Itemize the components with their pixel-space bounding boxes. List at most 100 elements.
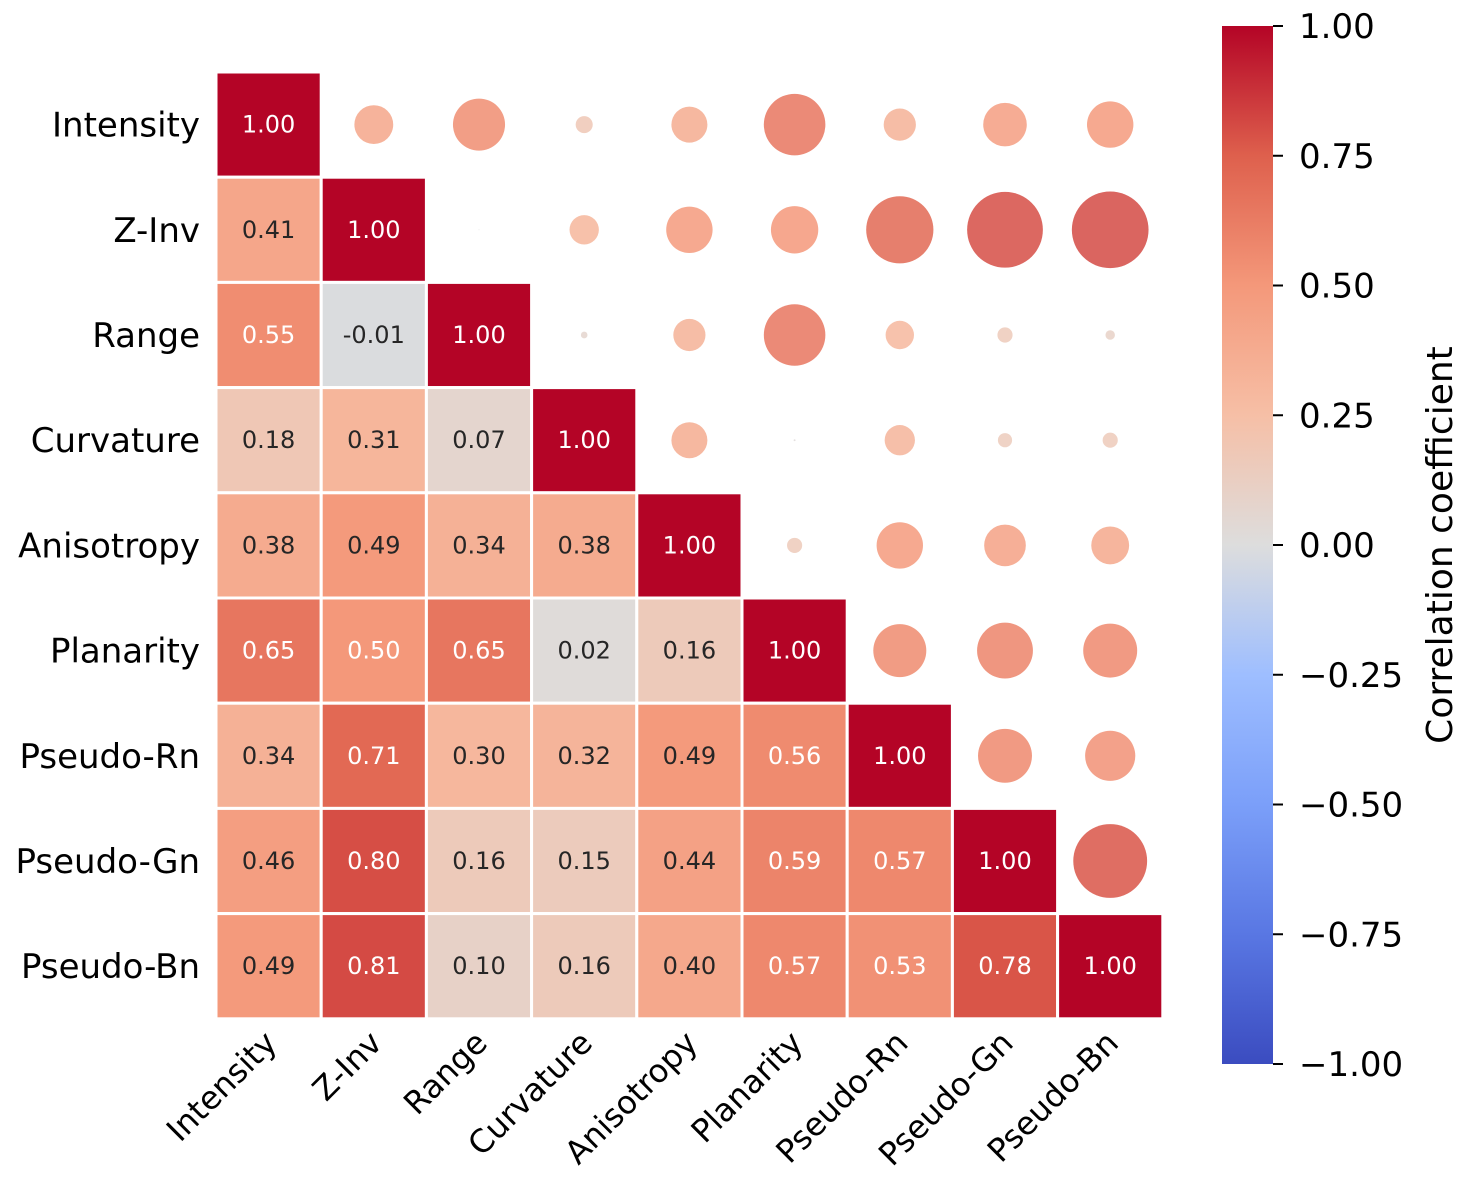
row-label-3: Curvature — [31, 421, 200, 461]
row-label-0: Intensity — [52, 106, 200, 146]
circle-7-8 — [1073, 824, 1148, 898]
cell-value-8-2: 0.10 — [452, 952, 505, 980]
circle-1-6 — [866, 196, 934, 264]
circle-3-8 — [1102, 432, 1118, 448]
cell-value-8-7: 0.78 — [978, 952, 1031, 980]
cell-value-7-2: 0.16 — [452, 847, 505, 875]
cell-7-2 — [424, 806, 534, 916]
colorbar-ticks: 1.00 0.75 0.50 0.25 0.00 −0.25 −0.50 −0.75 −1.00 — [1273, 7, 1403, 1085]
circle-0-2 — [452, 98, 506, 151]
cell-value-3-3: 1.00 — [557, 426, 610, 454]
cell-3-3 — [530, 386, 639, 495]
colorbar-tick-label-5: −0.25 — [1299, 656, 1403, 696]
cell-4-1 — [319, 491, 428, 600]
colorbar-tick-label-3: 0.25 — [1299, 396, 1375, 436]
circle-4-7 — [984, 524, 1026, 567]
row-label-1: Z-Inv — [113, 211, 200, 251]
circle-0-3 — [575, 116, 593, 134]
colorbar-gradient — [1222, 26, 1273, 1064]
cell-value-8-8: 1.00 — [1083, 952, 1136, 980]
cell-0-0 — [214, 70, 323, 179]
colorbar-tick-label-6: −0.50 — [1299, 786, 1403, 826]
cell-value-5-1: 0.50 — [347, 637, 400, 665]
cell-value-3-0: 0.18 — [242, 426, 295, 454]
heatmap-cells: 1.00 0.41 1.00 0.55 -0.01 1.00 0.18 0.31 0.07 1.0… — [214, 70, 1165, 1021]
circle-2-7 — [997, 327, 1013, 343]
circle-0-6 — [883, 108, 916, 141]
colorbar-tick-label-2: 0.50 — [1299, 267, 1375, 307]
circle-2-8 — [1105, 330, 1115, 340]
cell-5-4 — [635, 596, 744, 705]
row-label-8: Pseudo-Bn — [21, 947, 200, 987]
colorbar: 1.00 0.75 0.50 0.25 0.00 −0.25 −0.50 −0.75 −1.00… — [1222, 7, 1461, 1085]
circle-4-5 — [787, 537, 803, 553]
circle-5-6 — [873, 624, 927, 678]
cell-value-6-5: 0.56 — [768, 742, 821, 770]
col-label-2: Range — [396, 1024, 495, 1123]
cell-5-1 — [319, 596, 428, 705]
cell-value-8-4: 0.40 — [663, 952, 716, 980]
cell-value-8-1: 0.81 — [347, 952, 400, 980]
cell-value-6-2: 0.30 — [452, 742, 505, 770]
cell-value-0-0: 1.00 — [242, 111, 295, 139]
cell-7-7 — [950, 806, 1060, 916]
cell-value-4-2: 0.34 — [452, 531, 505, 559]
cell-7-0 — [214, 806, 323, 916]
colorbar-title: Correlation coefficient — [1420, 346, 1461, 744]
cell-6-6 — [845, 701, 954, 810]
cell-value-4-0: 0.38 — [242, 531, 295, 559]
cell-value-3-1: 0.31 — [347, 426, 400, 454]
cell-5-2 — [424, 596, 534, 705]
cell-value-8-5: 0.57 — [768, 952, 821, 980]
cell-6-0 — [214, 701, 323, 810]
cell-value-8-0: 0.49 — [242, 952, 295, 980]
cell-6-1 — [319, 701, 428, 810]
cell-value-1-0: 0.41 — [242, 216, 295, 244]
cell-value-2-0: 0.55 — [242, 321, 295, 349]
cell-value-7-4: 0.44 — [663, 847, 716, 875]
colorbar-tick-label-4: 0.00 — [1299, 526, 1375, 566]
cell-2-2 — [424, 280, 534, 390]
circle-3-4 — [671, 422, 708, 459]
cell-value-4-4: 1.00 — [663, 531, 716, 559]
cell-value-6-3: 0.32 — [557, 742, 610, 770]
cell-value-7-1: 0.80 — [347, 847, 400, 875]
circle-2-5 — [763, 304, 826, 366]
cell-value-6-0: 0.34 — [242, 742, 295, 770]
circle-2-6 — [885, 320, 915, 350]
cell-8-3 — [530, 912, 639, 1021]
colorbar-tick-label-7: −0.75 — [1299, 915, 1403, 955]
cell-8-5 — [740, 912, 849, 1021]
col-label-0: Intensity — [159, 1024, 284, 1149]
cell-value-7-0: 0.46 — [242, 847, 295, 875]
cell-value-7-6: 0.57 — [873, 847, 926, 875]
cell-value-5-3: 0.02 — [557, 637, 610, 665]
cell-value-5-5: 1.00 — [768, 637, 821, 665]
colorbar-tick-label-8: −1.00 — [1299, 1045, 1403, 1085]
col-label-1: Z-Inv — [305, 1024, 390, 1109]
cell-value-7-7: 1.00 — [978, 847, 1031, 875]
cell-value-2-1: -0.01 — [343, 321, 405, 349]
cell-value-5-2: 0.65 — [452, 637, 505, 665]
cell-value-8-6: 0.53 — [873, 952, 926, 980]
circle-0-7 — [983, 102, 1027, 147]
cell-8-0 — [214, 912, 323, 1021]
cell-8-8 — [1056, 912, 1165, 1021]
circle-2-4 — [673, 318, 706, 352]
cell-1-0 — [214, 175, 323, 284]
circle-1-8 — [1071, 191, 1149, 269]
cell-value-7-5: 0.59 — [768, 847, 821, 875]
cell-value-3-2: 0.07 — [452, 426, 505, 454]
circle-1-2 — [478, 229, 480, 231]
cell-5-3 — [530, 596, 639, 705]
circle-5-7 — [977, 622, 1033, 679]
row-label-5: Planarity — [50, 632, 200, 672]
row-label-7: Pseudo-Gn — [15, 842, 200, 882]
row-label-4: Anisotropy — [18, 526, 200, 566]
circle-1-7 — [967, 191, 1043, 268]
cell-value-4-3: 0.38 — [557, 531, 610, 559]
circle-0-4 — [671, 106, 708, 143]
circle-0-5 — [763, 93, 826, 156]
cell-value-6-1: 0.71 — [347, 742, 400, 770]
cell-value-2-2: 1.00 — [452, 321, 505, 349]
